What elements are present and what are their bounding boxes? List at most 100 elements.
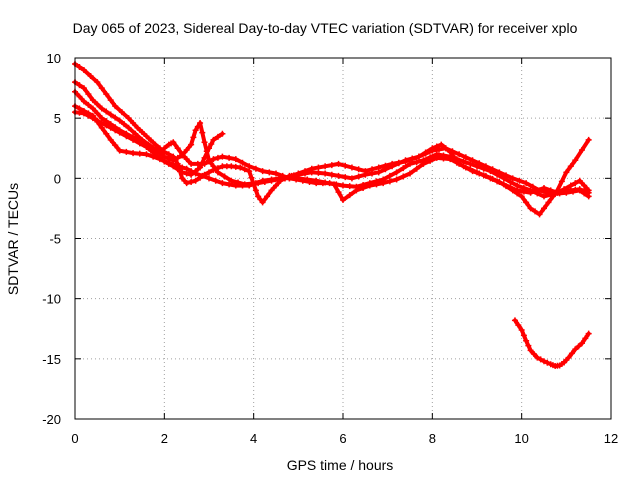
data-point [136,140,143,147]
data-point [585,189,592,196]
axis-ticks: 0 2 4 6 8 10 12 -20 -15 -10 -5 0 5 10 [42,51,618,446]
data-point [94,79,101,86]
data-point [121,121,128,128]
data-point [427,157,434,164]
data-point [480,165,487,172]
data-point [353,187,360,194]
data-point [572,180,579,187]
data-point [85,101,92,108]
series-line [73,62,591,217]
data-point [544,359,551,366]
data-point [527,347,534,354]
data-point [156,154,163,161]
data-point [514,187,521,194]
data-point [112,142,119,149]
data-point [116,129,123,136]
y-tick-label: -15 [42,352,61,367]
data-point [112,103,119,110]
data-point [98,105,105,112]
data-point [415,153,422,160]
data-point [360,184,367,191]
data-point [541,184,547,191]
data-point [130,150,137,157]
data-point [273,182,279,189]
y-tick-label: 5 [54,111,61,126]
data-point [335,189,342,196]
data-point [179,169,186,176]
y-tick-label: 0 [54,171,61,186]
data-point [76,93,83,100]
data-point [208,141,215,148]
data-point [572,157,579,164]
data-point [547,187,554,194]
data-point [197,164,204,171]
x-tick-label: 2 [161,431,168,446]
data-point [449,148,456,155]
data-point [507,178,514,185]
data-point [467,166,474,173]
data-point [139,129,145,136]
x-axis-title: GPS time / hours [287,457,394,473]
data-point [252,180,259,187]
data-point [174,154,181,161]
data-point [322,170,329,177]
x-tick-label: 8 [429,431,436,446]
data-point [273,170,279,177]
data-point [226,154,233,161]
y-axis-title: SDTVAR / TECUs [5,183,21,295]
data-point [407,170,413,177]
data-point [197,119,204,126]
data-point [214,169,221,176]
data-point [125,124,132,131]
data-point [474,163,480,170]
data-point [206,145,212,152]
data-point [80,85,87,92]
data-point [170,139,177,146]
data-point [241,166,248,173]
data-point [322,179,329,186]
data-point [407,160,413,167]
data-point [183,170,190,177]
data-point [369,166,376,173]
data-point [572,346,579,353]
data-point [511,317,518,324]
data-point [335,172,342,179]
data-point [201,139,208,146]
data-point [188,171,195,178]
data-point [340,196,346,203]
y-tick-label: -10 [42,292,61,307]
data-point [395,159,402,166]
data-point [346,183,353,190]
data-point [116,117,123,124]
data-point [103,91,110,98]
data-point [132,130,139,137]
data-point [192,127,199,134]
data-point [295,175,302,182]
data-point [302,168,309,175]
data-point [500,181,507,188]
data-point [518,193,525,200]
data-point [118,109,125,116]
data-point [447,156,454,163]
data-point [94,110,101,117]
data-point [382,162,389,169]
data-point [94,117,101,124]
data-point [112,114,119,121]
chart-title: Day 065 of 2023, Sidereal Day-to-day VTE… [73,20,578,36]
data-point [107,97,114,104]
data-point [143,133,150,140]
data-point [199,172,206,179]
data-point [161,158,168,165]
data-point [581,187,588,194]
data-point [103,122,110,129]
data-point [147,147,154,154]
data-point [438,141,445,148]
data-point [393,176,400,183]
data-point [112,127,119,134]
data-point [576,177,583,184]
data-point [355,173,362,180]
data-point [328,171,335,178]
data-point [246,163,253,170]
data-point [136,150,143,157]
data-point [523,199,530,206]
